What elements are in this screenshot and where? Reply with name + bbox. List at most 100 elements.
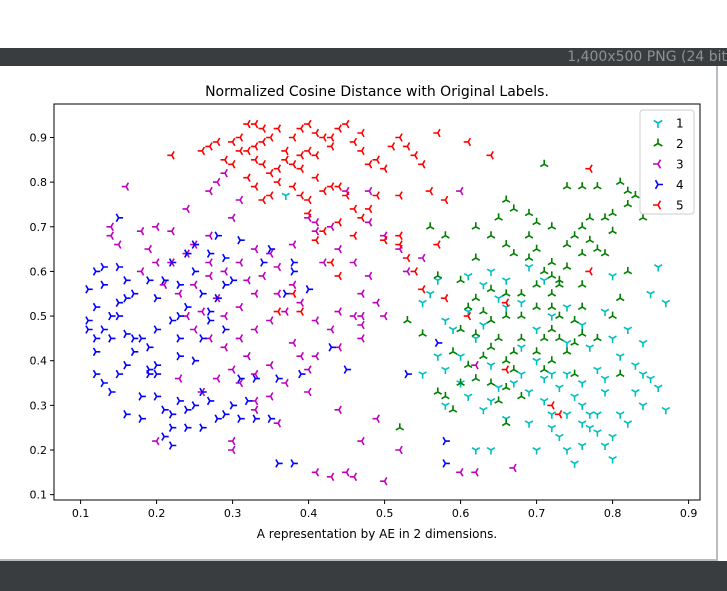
data-point — [562, 182, 572, 190]
x-tick-label: 0.1 — [72, 507, 90, 520]
legend-marker — [653, 159, 662, 169]
legend-label: 1 — [676, 117, 684, 131]
data-point — [471, 360, 479, 370]
data-point — [235, 146, 244, 156]
data-point — [212, 137, 221, 147]
data-point — [288, 133, 297, 142]
data-point — [153, 369, 162, 379]
data-point — [182, 204, 190, 214]
data-point — [577, 222, 587, 230]
data-point — [471, 253, 481, 261]
data-point — [463, 360, 473, 369]
data-point — [494, 384, 503, 392]
data-point — [205, 142, 213, 151]
data-point — [524, 253, 534, 261]
data-point — [199, 387, 207, 397]
x-tick-label: 0.6 — [452, 507, 470, 520]
data-point — [275, 459, 283, 468]
data-point — [486, 268, 496, 276]
legend: 1 2 3 4 5 — [639, 109, 695, 215]
data-point — [600, 249, 610, 257]
data-point — [228, 445, 236, 455]
data-point — [441, 402, 450, 410]
y-tick-label: 0.5 — [30, 310, 48, 323]
data-point — [479, 351, 488, 360]
data-point — [524, 264, 534, 272]
data-point — [281, 192, 291, 200]
data-point — [456, 353, 465, 361]
data-point — [615, 293, 625, 302]
data-point — [266, 316, 274, 325]
data-point — [205, 186, 213, 196]
data-point — [123, 409, 131, 419]
data-point — [266, 133, 274, 142]
data-point — [418, 329, 427, 337]
data-point — [153, 392, 162, 401]
data-point — [342, 191, 350, 200]
data-point — [517, 299, 526, 308]
data-point — [372, 298, 380, 307]
data-point — [326, 222, 335, 232]
data-point — [290, 258, 298, 267]
data-point — [608, 335, 617, 343]
data-point — [243, 351, 251, 361]
data-point — [638, 371, 648, 379]
data-point — [190, 280, 198, 290]
y-tick-label: 0.3 — [30, 399, 48, 412]
data-point — [539, 397, 549, 406]
data-point — [326, 472, 335, 482]
data-point — [319, 258, 327, 267]
data-point — [608, 311, 617, 319]
data-point — [220, 267, 228, 276]
data-point — [463, 393, 473, 401]
data-point — [653, 264, 663, 272]
data-point — [319, 226, 327, 236]
data-point — [168, 423, 177, 432]
data-point — [501, 289, 511, 297]
data-point — [146, 276, 154, 285]
data-point — [608, 272, 617, 281]
data-point — [380, 164, 388, 173]
data-point — [456, 325, 465, 333]
data-point — [517, 333, 526, 342]
data-point — [501, 356, 511, 364]
data-point — [228, 365, 236, 374]
data-point — [577, 249, 587, 257]
data-point — [418, 371, 427, 379]
data-point — [600, 213, 610, 221]
data-point — [433, 387, 443, 395]
data-point — [410, 267, 418, 276]
data-point — [267, 244, 276, 254]
data-point — [395, 133, 403, 142]
data-point — [440, 195, 449, 205]
data-point — [509, 347, 519, 355]
data-point — [494, 213, 503, 221]
data-point — [357, 146, 365, 156]
data-point — [364, 204, 373, 214]
data-point — [433, 353, 443, 361]
data-point — [395, 445, 403, 455]
data-point — [433, 271, 443, 279]
data-point — [222, 253, 230, 263]
data-point — [442, 459, 450, 468]
data-point — [638, 339, 648, 348]
data-point — [138, 392, 146, 401]
data-point — [486, 284, 496, 293]
data-point — [184, 423, 192, 433]
data-point — [197, 146, 206, 156]
data-point — [138, 414, 146, 424]
data-point — [532, 357, 541, 366]
data-point — [108, 387, 116, 397]
data-point — [290, 267, 298, 276]
legend-box — [639, 109, 695, 215]
data-point — [608, 433, 617, 442]
series-2 — [395, 159, 648, 431]
data-point — [258, 195, 266, 205]
data-point — [296, 150, 304, 160]
data-point — [222, 409, 230, 419]
data-point — [273, 177, 282, 187]
data-point — [130, 347, 139, 357]
data-point — [479, 322, 488, 330]
data-point — [228, 160, 236, 169]
data-point — [123, 293, 131, 303]
